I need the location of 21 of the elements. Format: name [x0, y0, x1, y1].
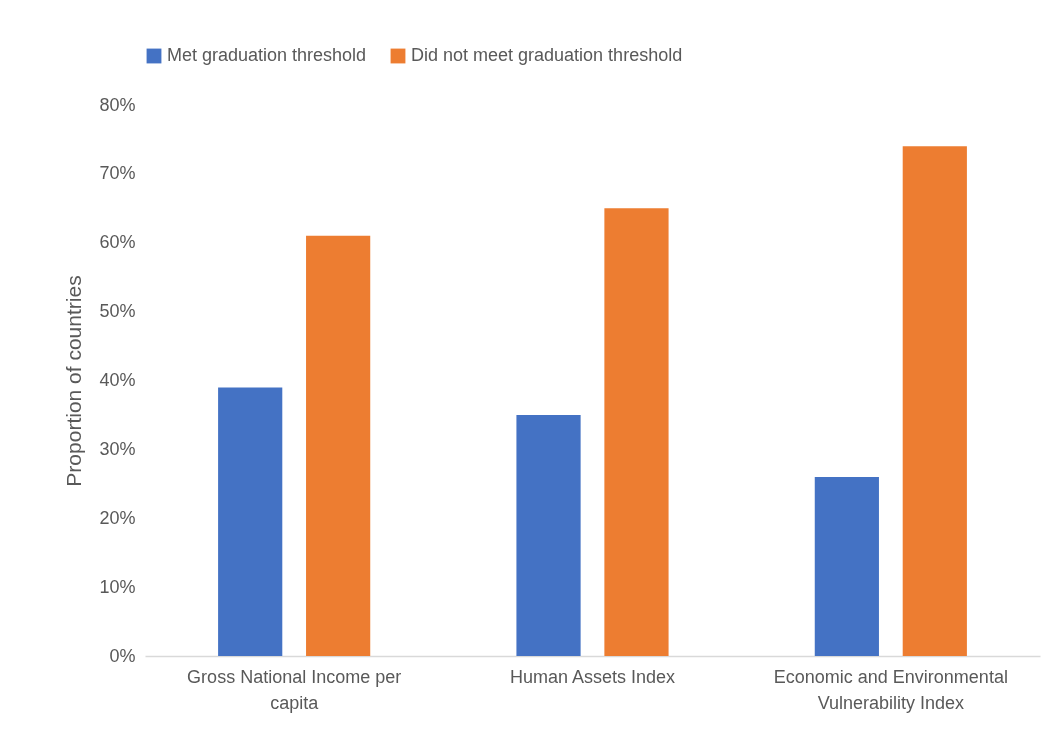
y-tick-label: 40%: [99, 370, 136, 390]
y-tick-label: 10%: [99, 576, 136, 597]
x-tick-label: Human Assets Index: [509, 666, 676, 687]
y-tick-label: 50%: [99, 301, 136, 322]
y-tick-label: 70%: [99, 163, 136, 184]
bar: [218, 387, 283, 656]
bar: [306, 235, 371, 656]
y-tick-label: 30%: [99, 438, 136, 459]
y-tick-label: 20%: [99, 507, 136, 528]
legend-label: Met graduation threshold: [167, 45, 367, 65]
x-tick-label: Gross National Income per capita: [187, 666, 402, 713]
y-tick-label: 60%: [99, 232, 136, 253]
bar: [604, 208, 669, 656]
y-tick-label: 80%: [99, 94, 136, 115]
bar: [814, 476, 879, 656]
y-axis-title: Proportion of countries: [62, 275, 86, 487]
bar: [516, 414, 581, 656]
bar: [902, 146, 967, 656]
y-tick-label: 0%: [109, 645, 136, 666]
x-tick-label: Economic and Environmental Vulnerability Index: [773, 666, 1008, 713]
legend-label: Did not meet graduation threshold: [411, 45, 683, 65]
